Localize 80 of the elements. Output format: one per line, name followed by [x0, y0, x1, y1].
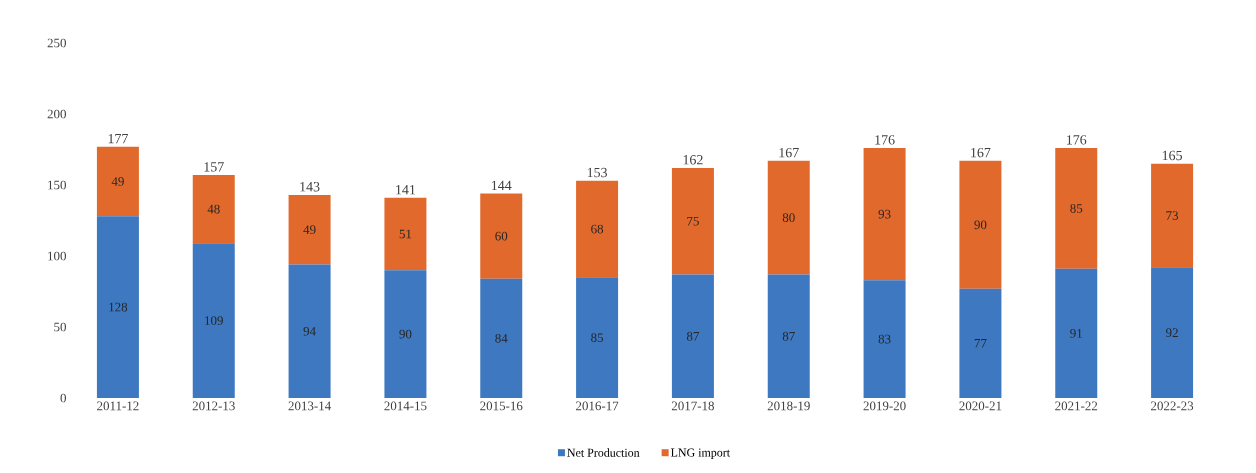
total-label: 153	[587, 167, 608, 178]
total-label: 165	[1162, 150, 1183, 161]
data-label: 73	[1166, 211, 1179, 220]
data-label: 87	[782, 331, 795, 341]
bar	[863, 148, 906, 281]
y-tick-label: 100	[48, 251, 66, 261]
y-tick-label: 250	[47, 38, 66, 48]
y-tick-label: 200	[47, 109, 66, 119]
total-label: 167	[779, 147, 799, 158]
x-tick-label: 2019-20	[863, 401, 906, 411]
data-label: 49	[303, 225, 316, 235]
data-label: 51	[399, 229, 412, 239]
bar	[96, 146, 139, 217]
bar	[1151, 163, 1194, 268]
total-label: 141	[396, 185, 416, 195]
data-label: 75	[687, 216, 699, 226]
total-label: 162	[683, 155, 703, 165]
x-tick-label: 2016-17	[576, 401, 619, 411]
bar	[480, 193, 523, 279]
x-tick-label: 2017-18	[671, 401, 715, 411]
legend-label: LNG import	[670, 448, 730, 459]
bar	[1151, 267, 1194, 398]
data-label: 109	[205, 316, 223, 325]
bar	[959, 160, 1002, 289]
data-label: 90	[399, 329, 412, 339]
bar	[671, 274, 714, 398]
bar	[959, 288, 1002, 398]
data-label: 87	[686, 331, 700, 341]
y-tick-label: 150	[48, 180, 66, 190]
bar	[384, 270, 427, 398]
total-label: 157	[204, 162, 224, 172]
total-label: 144	[492, 180, 512, 190]
bar	[96, 216, 139, 398]
data-label: 68	[591, 224, 604, 234]
data-label: 60	[495, 231, 508, 241]
data-label: 128	[109, 302, 128, 312]
data-label: 94	[303, 326, 316, 336]
data-label: 49	[111, 177, 124, 186]
legend-label: Net Production	[567, 448, 640, 457]
data-label: 92	[1166, 328, 1178, 338]
bar	[863, 280, 906, 398]
bar	[576, 180, 619, 278]
x-tick-label: 2015-16	[480, 401, 523, 411]
bar	[192, 243, 235, 398]
bar	[1055, 148, 1098, 269]
data-label: 93	[878, 209, 891, 219]
bar	[1055, 268, 1098, 398]
bar	[192, 175, 235, 244]
data-label: 48	[207, 204, 220, 214]
bar	[288, 194, 331, 265]
bar	[671, 167, 714, 275]
total-label: 177	[108, 133, 128, 144]
x-tick-label: 2022-23	[1151, 401, 1194, 411]
x-tick-label: 2021-22	[1055, 401, 1098, 411]
y-tick-label: 50	[54, 322, 66, 332]
data-label: 83	[878, 334, 891, 344]
data-label: 85	[591, 333, 604, 343]
data-label: 80	[782, 213, 795, 223]
data-label: 90	[974, 220, 987, 230]
x-tick-label: 2018-19	[767, 401, 810, 411]
bar	[767, 160, 810, 275]
bar	[480, 278, 523, 398]
x-tick-label: 2013-14	[288, 401, 331, 411]
x-tick-label: 2014-15	[384, 401, 427, 411]
data-label: 91	[1070, 329, 1082, 338]
total-label: 143	[300, 182, 320, 192]
x-tick-label: 2012-13	[192, 401, 235, 411]
x-tick-label: 2020-21	[959, 401, 1002, 411]
x-tick-label: 2011-12	[97, 401, 139, 411]
y-tick-label: 0	[60, 393, 66, 403]
total-label: 167	[971, 147, 991, 158]
bar	[767, 274, 810, 398]
bar	[576, 277, 619, 398]
bar	[384, 197, 427, 271]
total-label: 176	[1067, 135, 1087, 145]
data-label: 77	[974, 339, 987, 348]
data-label: 84	[495, 333, 508, 343]
data-label: 85	[1070, 204, 1083, 213]
bar	[288, 264, 331, 398]
total-label: 176	[875, 135, 895, 145]
